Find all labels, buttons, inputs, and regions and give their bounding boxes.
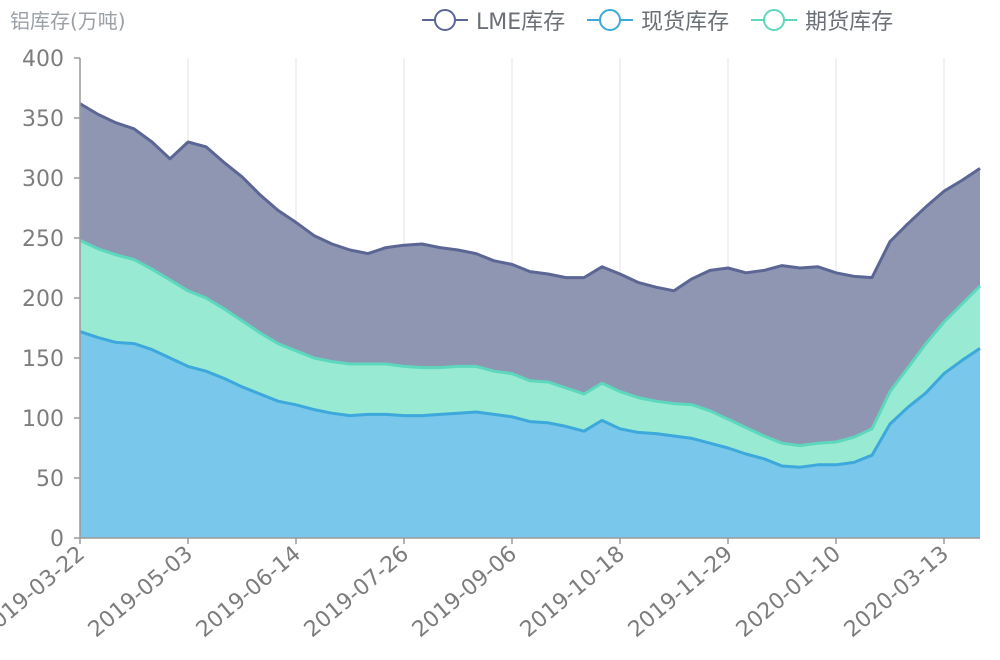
chart-legend: LME库存 现货库存 期货库存 bbox=[420, 4, 893, 36]
x-tick-label-8: 2020-03-13 bbox=[840, 541, 954, 642]
legend-label-spot: 现货库存 bbox=[641, 10, 730, 35]
legend-item-futures[interactable]: 期货库存 bbox=[749, 4, 893, 36]
y-tick-label-5: 250 bbox=[22, 227, 64, 252]
x-tick-label-1: 2019-05-03 bbox=[84, 541, 198, 642]
y-tick-label-7: 350 bbox=[22, 107, 64, 132]
line-series-2[interactable] bbox=[79, 330, 981, 469]
y-tick-label-8: 400 bbox=[22, 47, 64, 72]
x-tick-label-7: 2020-01-10 bbox=[732, 541, 846, 642]
y-tick-label-1: 50 bbox=[36, 467, 64, 492]
legend-item-spot[interactable]: 现货库存 bbox=[585, 4, 729, 36]
y-tick-label-3: 150 bbox=[22, 347, 64, 372]
legend-label-lme: LME库存 bbox=[476, 10, 566, 35]
y-tick-label-4: 200 bbox=[22, 287, 64, 312]
x-tick-label-3: 2019-07-26 bbox=[300, 541, 414, 642]
y-axis-title: 铝库存(万吨) bbox=[10, 9, 126, 33]
line-series-0[interactable] bbox=[79, 102, 981, 293]
legend-marker-spot bbox=[587, 9, 634, 31]
line-series-1[interactable] bbox=[79, 239, 982, 448]
x-tick-label-5: 2019-10-18 bbox=[516, 541, 630, 642]
legend-marker-lme bbox=[422, 9, 468, 31]
legend-marker-futures bbox=[751, 9, 798, 31]
y-tick-label-6: 300 bbox=[22, 167, 64, 192]
x-tick-label-4: 2019-09-06 bbox=[408, 541, 522, 642]
x-tick-label-0: 2019-03-22 bbox=[0, 541, 90, 642]
legend-label-futures: 期货库存 bbox=[805, 10, 894, 35]
area-series-2 bbox=[80, 331, 980, 538]
y-tick-label-2: 100 bbox=[22, 407, 64, 432]
x-tick-label-2: 2019-06-14 bbox=[192, 541, 306, 642]
legend-item-lme[interactable]: LME库存 bbox=[420, 4, 565, 36]
x-tick-label-6: 2019-11-29 bbox=[624, 541, 738, 642]
y-tick-label-0: 0 bbox=[50, 527, 64, 552]
